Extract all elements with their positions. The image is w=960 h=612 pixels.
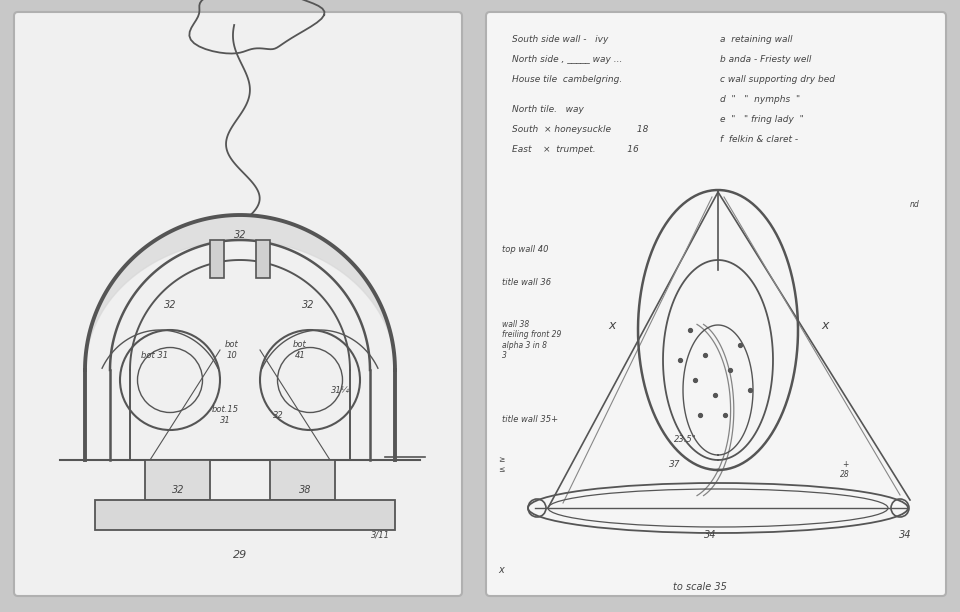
Text: 32: 32 bbox=[273, 411, 283, 419]
Text: bot
41: bot 41 bbox=[293, 340, 307, 360]
Text: 3/11: 3/11 bbox=[371, 530, 390, 539]
Text: bot
10: bot 10 bbox=[226, 340, 239, 360]
Text: d  "   "  nymphs  ": d " " nymphs " bbox=[720, 95, 800, 104]
Text: f  felkin & claret -: f felkin & claret - bbox=[720, 135, 798, 144]
Text: title wall 36: title wall 36 bbox=[502, 278, 551, 287]
FancyBboxPatch shape bbox=[14, 12, 462, 596]
Text: title wall 35+: title wall 35+ bbox=[502, 415, 558, 424]
Text: bot 31: bot 31 bbox=[141, 351, 169, 359]
Text: bot.15
31: bot.15 31 bbox=[211, 405, 239, 425]
Text: top wall 40: top wall 40 bbox=[502, 245, 548, 254]
Text: House tile  cambelgring.: House tile cambelgring. bbox=[512, 75, 622, 84]
Text: +
28: + 28 bbox=[840, 460, 850, 479]
Text: 23.5": 23.5" bbox=[674, 435, 696, 444]
Text: nd: nd bbox=[910, 200, 920, 209]
Text: 32: 32 bbox=[172, 485, 184, 495]
Text: North side , _____ way ...: North side , _____ way ... bbox=[512, 55, 622, 64]
Text: 34: 34 bbox=[899, 530, 911, 540]
Bar bbox=[95, 500, 395, 530]
Bar bbox=[270, 460, 335, 500]
Text: South  × honeysuckle         18: South × honeysuckle 18 bbox=[512, 125, 648, 134]
Text: wall 38
freiling front 29
alpha 3 in 8
3: wall 38 freiling front 29 alpha 3 in 8 3 bbox=[502, 320, 562, 360]
Text: 31¼: 31¼ bbox=[330, 386, 349, 395]
Text: to scale 35: to scale 35 bbox=[673, 582, 727, 592]
Text: 34: 34 bbox=[704, 530, 716, 540]
Text: x: x bbox=[822, 318, 828, 332]
Text: x: x bbox=[498, 565, 504, 575]
Text: 29: 29 bbox=[233, 550, 247, 560]
Text: c wall supporting dry bed: c wall supporting dry bed bbox=[720, 75, 835, 84]
Text: South side wall -   ivy: South side wall - ivy bbox=[512, 35, 609, 44]
Text: 32: 32 bbox=[164, 300, 177, 310]
Text: 32: 32 bbox=[233, 230, 247, 240]
Text: 38: 38 bbox=[299, 485, 311, 495]
Text: ≥
≤: ≥ ≤ bbox=[498, 455, 504, 474]
Bar bbox=[210, 240, 224, 278]
Text: 32: 32 bbox=[301, 300, 314, 310]
Text: North tile.   way: North tile. way bbox=[512, 105, 584, 114]
Text: b anda - Friesty well: b anda - Friesty well bbox=[720, 55, 811, 64]
FancyBboxPatch shape bbox=[486, 12, 946, 596]
Text: 37: 37 bbox=[669, 460, 681, 469]
Text: e  "   " fring lady  ": e " " fring lady " bbox=[720, 115, 804, 124]
Text: East    ×  trumpet.           16: East × trumpet. 16 bbox=[512, 145, 638, 154]
Bar bbox=[256, 240, 270, 278]
Bar bbox=[145, 460, 210, 500]
Text: a  retaining wall: a retaining wall bbox=[720, 35, 793, 44]
Text: x: x bbox=[609, 318, 615, 332]
